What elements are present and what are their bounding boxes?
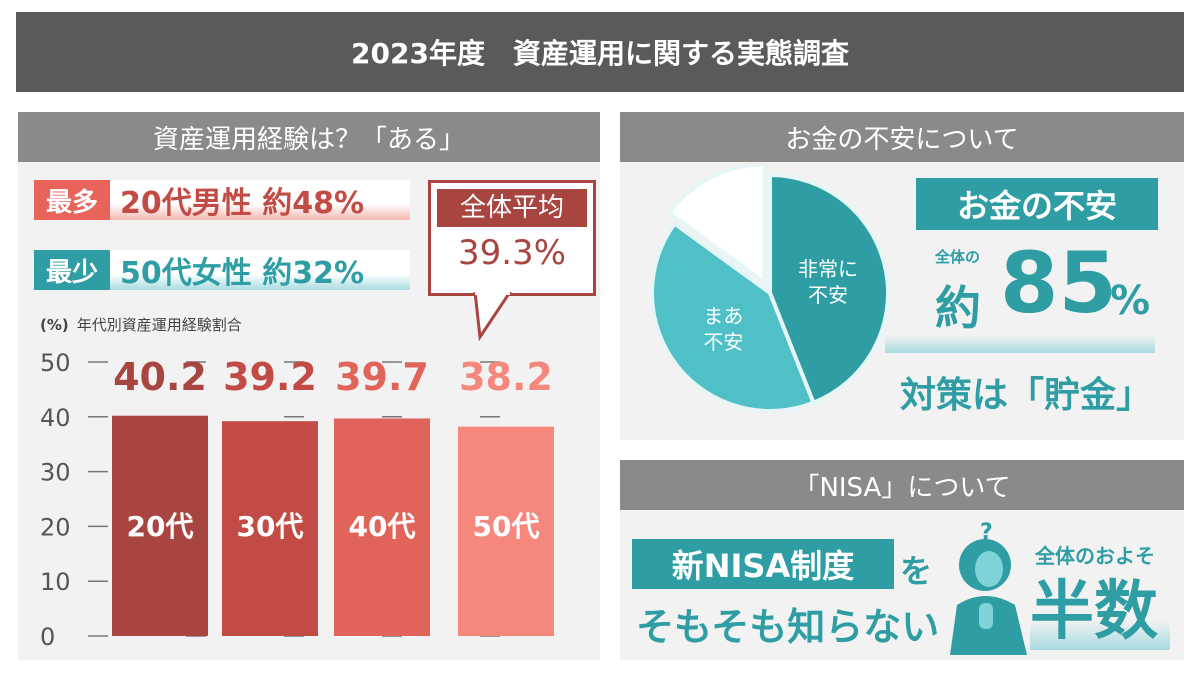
data-label: 39.7: [335, 355, 429, 399]
data-label: 39.2: [223, 355, 317, 399]
bar-20代: [112, 415, 208, 636]
least-text: 50代女性 約32%: [110, 250, 411, 291]
nisa-big: 半数: [1030, 575, 1158, 649]
category-label: 30代: [237, 510, 304, 543]
panel-header: 「NISA」について: [620, 460, 1184, 510]
confused-woman-icon: [950, 539, 1027, 655]
y-tick-label: 10: [40, 568, 71, 596]
most-tag: 最多 20代男性 約48%: [34, 180, 411, 221]
y-unit: (%): [40, 316, 69, 334]
average-value: 39.3%: [457, 233, 566, 273]
slice-label: 不安: [808, 283, 848, 307]
y-tick-label: 50: [40, 349, 71, 377]
money-approx: 約: [935, 281, 981, 335]
slice-label: まあ: [703, 304, 743, 328]
slice-label: 不安: [703, 330, 743, 354]
bar-50代: [458, 426, 554, 636]
highlight-underline: [885, 335, 1155, 353]
panel-header: お金の不安について: [620, 112, 1184, 162]
average-callout: 全体平均 39.3%: [428, 180, 596, 296]
data-label: 38.2: [459, 355, 553, 399]
pie-slice-other: [666, 165, 767, 287]
bar-30代: [222, 421, 318, 636]
category-label: 50代: [473, 510, 540, 543]
money-prefix: 全体の: [935, 248, 981, 266]
callout-pointer: [473, 292, 512, 342]
panel-header: 資産運用経験は？「ある」: [18, 112, 600, 162]
slice-label: 非常に: [798, 257, 858, 281]
page-title: 2023年度 資産運用に関する実態調査: [16, 12, 1184, 92]
nisa-particle: を: [900, 552, 933, 590]
y-tick-label: 40: [40, 404, 71, 432]
money-badge: お金の不安: [916, 178, 1158, 230]
least-key: 最少: [34, 250, 111, 290]
question-mark: ?: [980, 520, 993, 545]
bar-40代: [334, 418, 430, 636]
data-label: 40.2: [113, 355, 207, 399]
pie-slice-まあ不安: [650, 220, 817, 413]
y-tick-label: 0: [40, 623, 55, 651]
category-label: 20代: [127, 510, 194, 543]
money-number: 85: [1000, 234, 1117, 332]
chart-title: 年代別資産運用経験割合: [76, 316, 242, 334]
category-label: 40代: [349, 510, 416, 543]
bar-chart: 0 10 20 30 40 50 20代 40.2 30代 39.2 40代 39.7 50代 38.2: [40, 349, 568, 651]
y-tick-label: 20: [40, 513, 71, 541]
nisa-line2: そもそも知らない: [636, 605, 940, 649]
money-percent: %: [1110, 278, 1151, 324]
average-label: 全体平均: [437, 189, 587, 227]
most-text: 20代男性 約48%: [110, 180, 411, 221]
pie-slice-非常に不安: [768, 172, 890, 406]
highlight-underline: [1030, 620, 1170, 650]
most-key: 最多: [34, 180, 111, 220]
nisa-sub: 全体のおよそ: [1035, 544, 1155, 568]
least-tag: 最少 50代女性 約32%: [34, 250, 411, 291]
chart-caption: (%) 年代別資産運用経験割合: [40, 314, 242, 335]
nisa-highlight: 新NISA制度: [632, 539, 894, 589]
y-tick-label: 30: [40, 459, 71, 487]
money-measure: 対策は「貯金」: [900, 375, 1153, 416]
